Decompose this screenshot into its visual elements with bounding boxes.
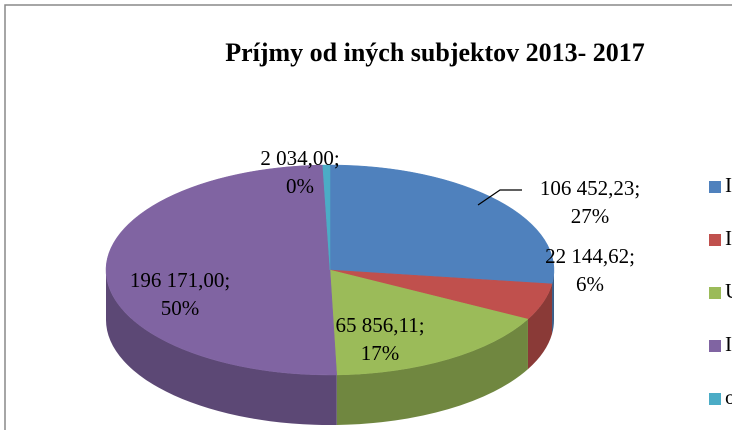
legend-swatch <box>709 181 721 193</box>
data-label: 65 856,11; <box>335 313 424 337</box>
slice-side <box>527 283 553 370</box>
data-label: 17% <box>361 341 400 365</box>
legend-swatch <box>709 287 721 299</box>
legend-swatch <box>709 393 721 405</box>
legend-label: U <box>725 279 732 303</box>
legend-label: I <box>725 173 732 197</box>
legend-label: I <box>725 226 732 250</box>
slice-side <box>336 319 528 425</box>
data-label: 106 452,23; <box>540 176 640 200</box>
slice-side <box>106 270 337 425</box>
data-label: 27% <box>571 204 610 228</box>
data-label: 0% <box>286 174 314 198</box>
data-label: 6% <box>576 272 604 296</box>
leader-line <box>477 189 522 206</box>
legend-swatch <box>709 340 721 352</box>
slice <box>105 164 337 376</box>
chart-title: Príjmy od iných subjektov 2013- 2017 <box>225 38 645 67</box>
slice <box>329 269 529 376</box>
slice <box>329 164 555 285</box>
slice-side <box>552 270 554 334</box>
legend-swatch <box>709 234 721 246</box>
slice <box>322 164 331 271</box>
data-label: 50% <box>161 296 200 320</box>
data-label: 196 171,00; <box>130 268 230 292</box>
data-label: 2 034,00; <box>260 146 339 170</box>
data-label: 22 144,62; <box>545 244 635 268</box>
legend-label: o <box>725 385 732 409</box>
legend-label: I <box>725 332 732 356</box>
